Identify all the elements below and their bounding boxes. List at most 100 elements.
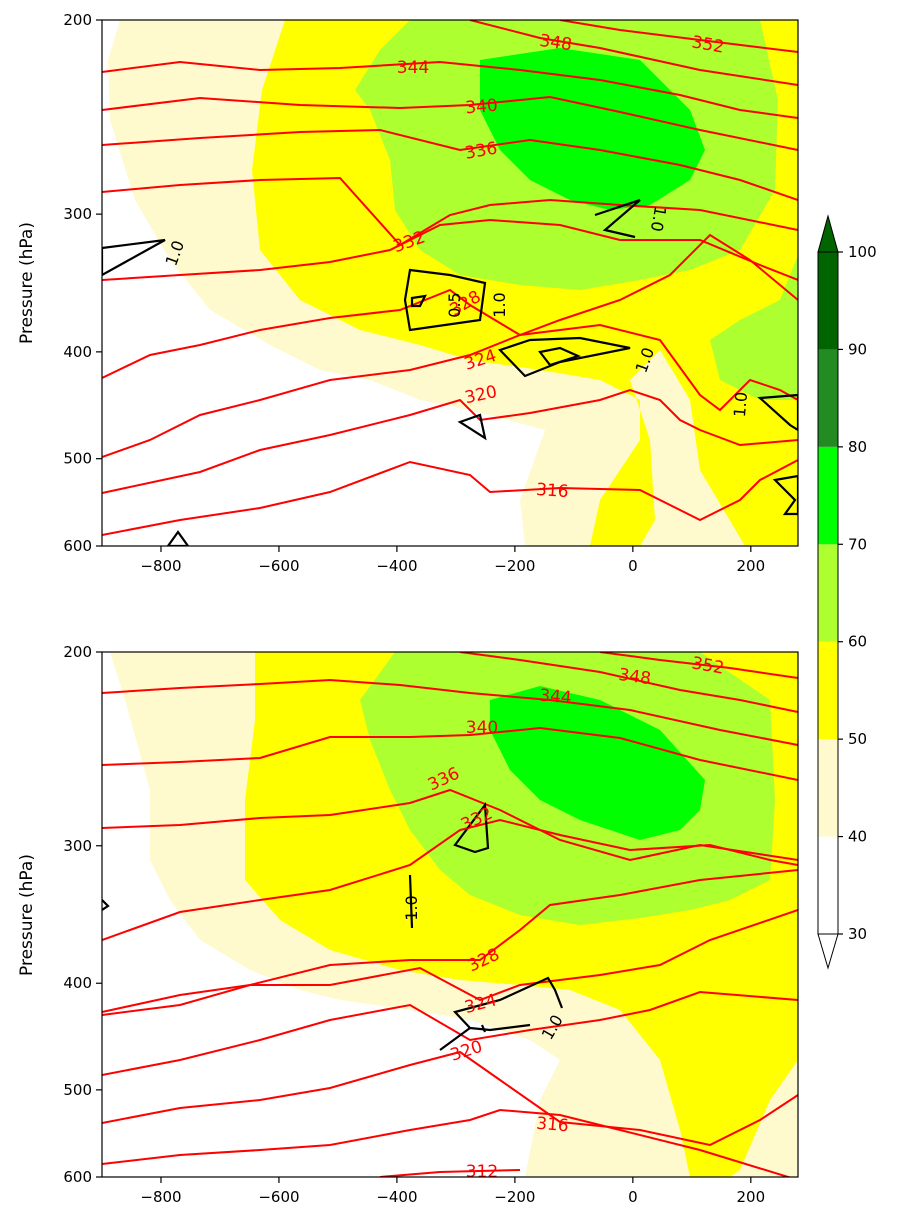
top-isentrope-312: [102, 459, 798, 536]
bottom-isentrope-320: [102, 990, 798, 1076]
bottom-x-tick-label: 200: [736, 1188, 765, 1206]
top-y-tick-label: 200: [63, 11, 92, 29]
bottom-contour-1: [453, 801, 490, 854]
top-contour-mid: [498, 336, 631, 378]
bottom-isentrope-336: [102, 788, 798, 862]
colorbar-tick-label: 100: [848, 243, 877, 261]
top-isentrope-332: [102, 176, 798, 247]
bottom-band-70-80: [490, 686, 705, 840]
top-x-tick-label: −400: [376, 557, 417, 575]
bottom-ticks: −800 −600 −400 −200 0 200 200 300 400 500 600: [63, 643, 765, 1206]
bottom-isentrope-344: [102, 678, 798, 746]
top-isentrope-348: [469, 20, 798, 86]
bottom-isentrope-352: [599, 652, 798, 679]
bottom-isentrope-316: [102, 1050, 798, 1147]
bottom-y-tick-label: 400: [63, 974, 92, 992]
bottom-contour-4: [439, 976, 564, 1051]
top-x-tick-label: −600: [258, 557, 299, 575]
top-contour-center-inner: [410, 294, 427, 308]
bottom-x-tick-label: −400: [376, 1188, 417, 1206]
top-band-60-70-right: [710, 255, 798, 400]
top-x-tick-label: 0: [628, 557, 638, 575]
bottom-blabel-1: 1.0: [402, 895, 421, 920]
top-y-axis-label: Pressure (hPa): [17, 222, 37, 344]
bottom-y-tick-label: 500: [63, 1081, 92, 1099]
top-isentrope-328: [102, 218, 798, 281]
colorbar-tick-label: 50: [848, 730, 867, 748]
top-contour-center: [403, 268, 487, 332]
bottom-x-tick-label: −600: [258, 1188, 299, 1206]
colorbar-tick-label: 80: [848, 438, 867, 456]
bottom-isentrope-308: [379, 1169, 521, 1177]
bottom-label-348: 348: [617, 665, 652, 689]
colorbar-tick-label: 30: [848, 925, 867, 943]
top-y-tick-label: 400: [63, 343, 92, 361]
bottom-x-tick-label: −800: [140, 1188, 181, 1206]
bottom-isentrope-324: [102, 909, 798, 1016]
bottom-isentrope-312: [102, 1108, 792, 1177]
top-isentrope-320: [102, 323, 798, 458]
bottom-y-tick-label: 300: [63, 837, 92, 855]
bottom-black-contours: [102, 801, 564, 1051]
colorbar: 30 40 50 60 70 80 90 100: [817, 214, 877, 970]
top-label-344: 344: [397, 58, 429, 78]
top-blabel-6: 1.0: [730, 391, 751, 418]
bottom-isentropes: [102, 652, 798, 1177]
bottom-label-316: 316: [535, 1114, 569, 1137]
top-ticks: −800 −600 −400 −200 0 200 200 300 400 500 600: [63, 11, 765, 575]
top-contour-small: [457, 413, 487, 441]
colorbar-segment: [818, 739, 838, 837]
bottom-x-tick-label: −200: [494, 1188, 535, 1206]
top-x-tick-label: −800: [140, 557, 181, 575]
top-label-316: 316: [535, 480, 569, 502]
bottom-label-312: 312: [466, 1162, 498, 1182]
top-label-348: 348: [538, 31, 573, 55]
colorbar-tick-label: 90: [848, 340, 867, 358]
top-contour-right2: [757, 393, 798, 432]
top-isentrope-336: [102, 128, 798, 201]
colorbar-extend-min: [817, 933, 839, 970]
bottom-isentrope-332: [102, 818, 798, 941]
panel-top: 352 348 344 340 336 332 328 324 320 316 …: [17, 11, 799, 575]
top-x-tick-label: −200: [494, 557, 535, 575]
colorbar-tick-label: 40: [848, 828, 867, 846]
colorbar-extend-max: [817, 214, 839, 253]
bottom-y-tick-label: 600: [63, 1168, 92, 1186]
colorbar-segment: [818, 836, 838, 934]
top-isentropes: [102, 20, 798, 536]
bottom-y-axis-label: Pressure (hPa): [17, 854, 37, 976]
bottom-y-tick-label: 200: [63, 643, 92, 661]
top-contour-right1: [594, 198, 641, 239]
bottom-contour-5: [480, 1024, 487, 1033]
top-contour-bottomright: [772, 474, 798, 516]
bottom-contour-3: [102, 899, 110, 911]
top-y-tick-label: 500: [63, 450, 92, 468]
colorbar-tick-label: 70: [848, 535, 867, 553]
bottom-isentrope-340: [102, 726, 798, 781]
top-blabel-3: 1.0: [490, 292, 509, 317]
colorbar-tick-label: 60: [848, 633, 867, 651]
top-contour-bottomleft: [166, 530, 190, 546]
top-isentrope-352: [559, 20, 798, 53]
bottom-label-344: 344: [538, 686, 572, 709]
bottom-isentrope-348: [459, 652, 798, 713]
top-label-340: 340: [465, 96, 499, 119]
top-y-tick-label: 600: [63, 537, 92, 555]
top-isentrope-344: [102, 60, 798, 119]
bottom-isentrope-328: [102, 869, 798, 1013]
colorbar-segment: [818, 349, 838, 447]
bottom-label-340: 340: [466, 718, 498, 738]
top-black-contours: [102, 198, 798, 546]
bottom-x-tick-label: 0: [628, 1188, 638, 1206]
top-blabel-4: 1.0: [647, 205, 670, 233]
bottom-fill-layer: 352 348 344 340 336 332 328 324 320 316 …: [102, 652, 798, 1182]
top-contour-left: [102, 238, 166, 277]
bottom-axes-frame: [101, 651, 799, 1178]
colorbar-frame: [817, 251, 839, 935]
panel-bottom: 352 348 344 340 336 332 328 324 320 316 …: [17, 643, 799, 1206]
top-contour-mid-inner: [538, 346, 582, 367]
top-blabel-2: 0.5: [445, 292, 464, 317]
bottom-contour-2: [408, 874, 414, 929]
top-x-tick-label: 200: [736, 557, 765, 575]
